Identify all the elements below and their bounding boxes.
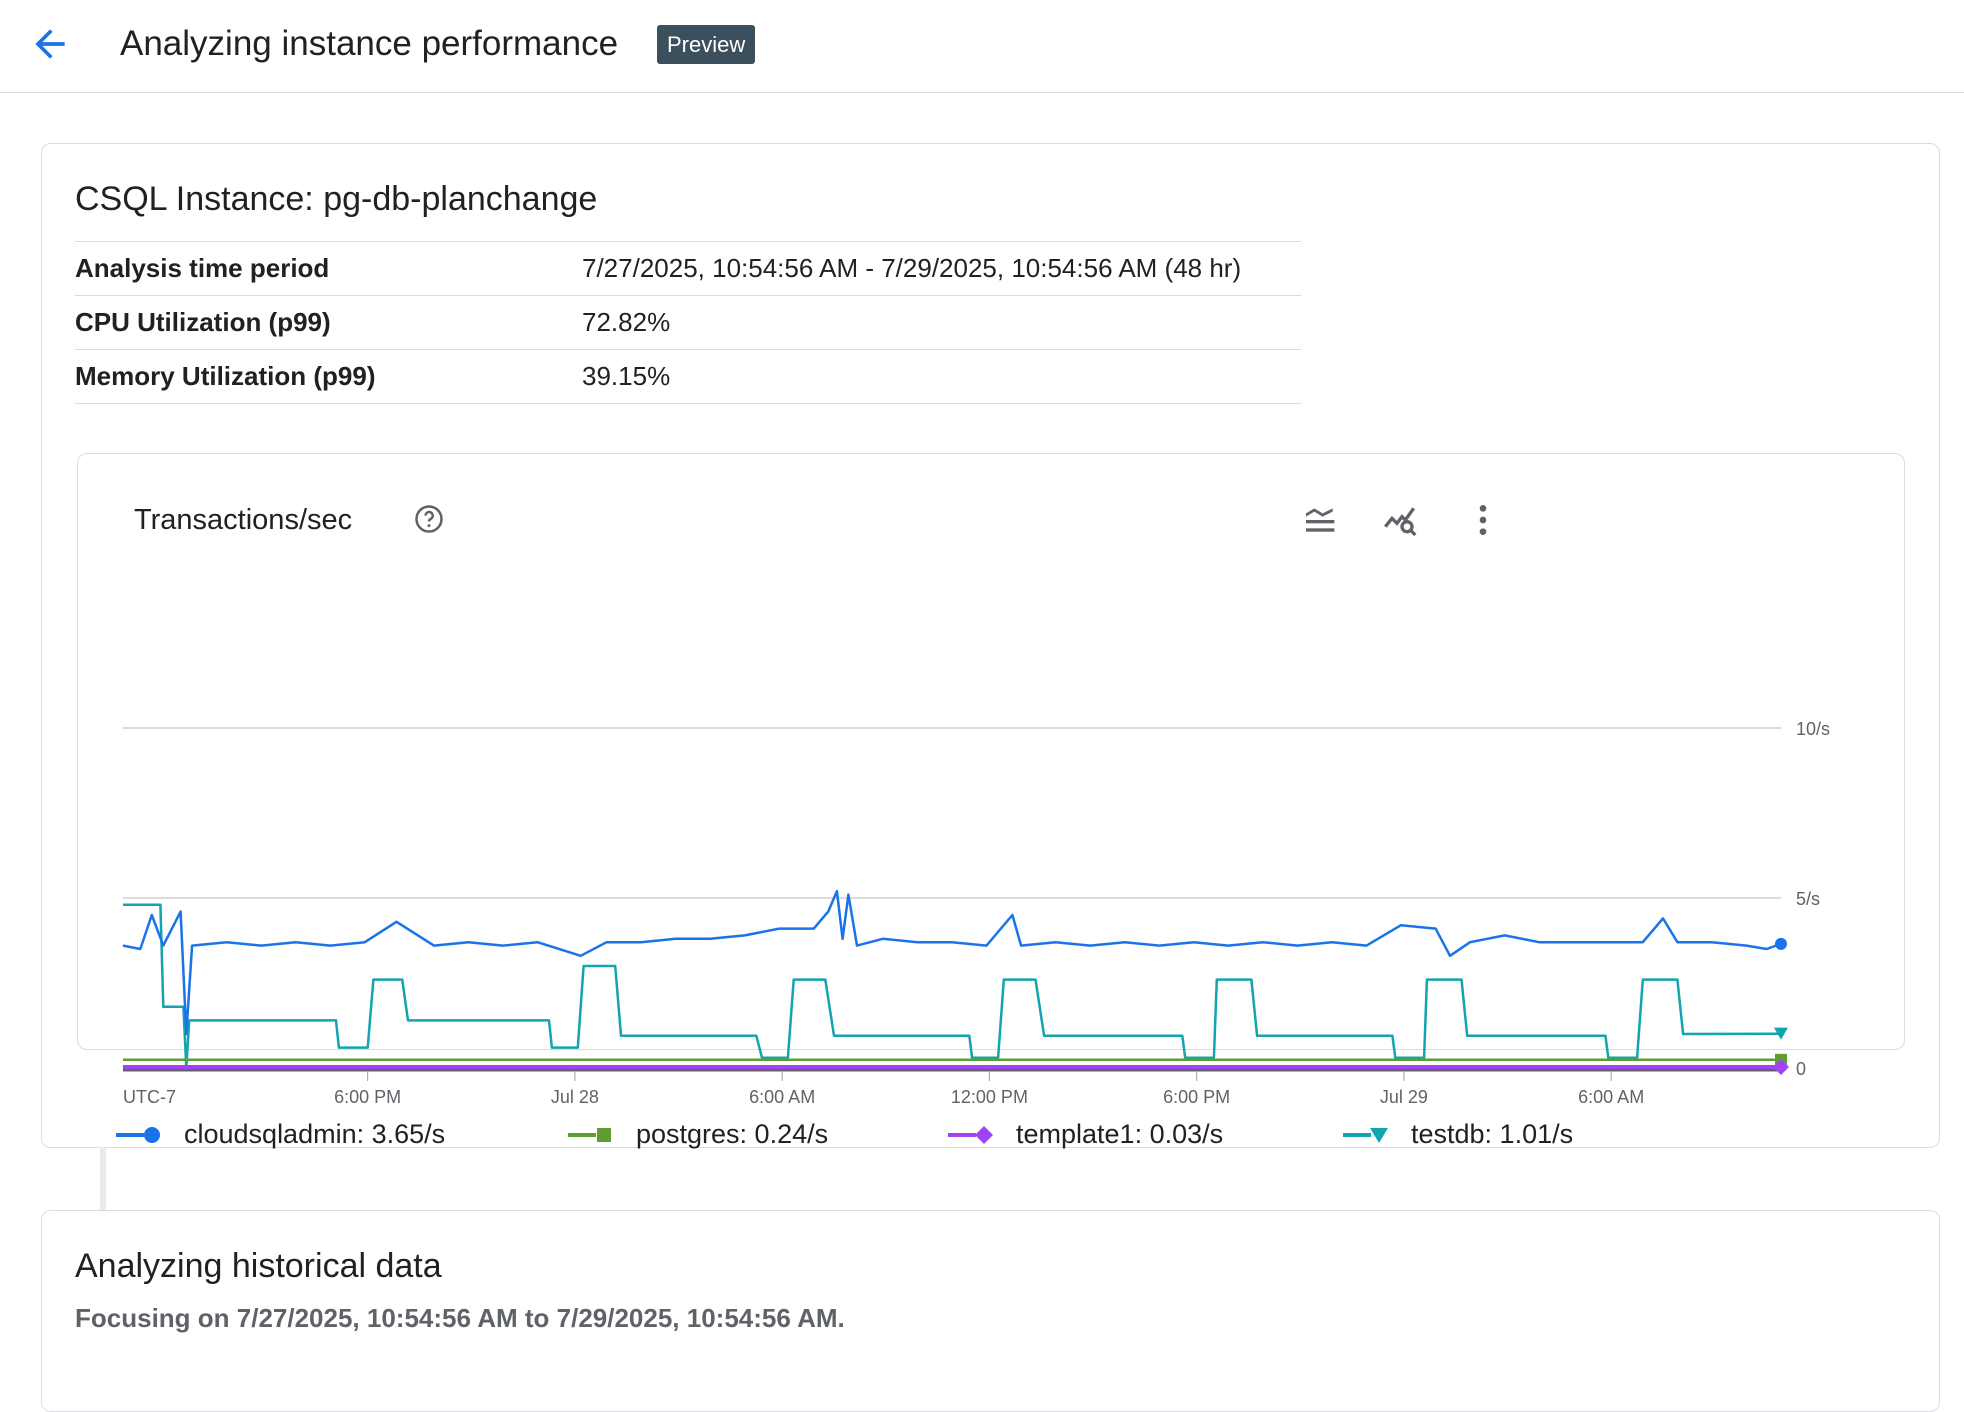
x-tick-label: Jul 29 bbox=[1380, 1087, 1428, 1107]
series-end-marker-template1 bbox=[1773, 1058, 1789, 1075]
row-value: 7/27/2025, 10:54:56 AM - 7/29/2025, 10:5… bbox=[582, 241, 1301, 296]
legend-triangle-icon bbox=[1343, 1127, 1388, 1143]
historical-card: Analyzing historical data Focusing on 7/… bbox=[41, 1210, 1940, 1412]
legend-item-cloudsqladmin[interactable]: cloudsqladmin: 3.65/s bbox=[116, 1119, 445, 1150]
x-tick-label: UTC-7 bbox=[123, 1087, 176, 1107]
legend-item-postgres[interactable]: postgres: 0.24/s bbox=[568, 1119, 828, 1150]
y-tick-label: 10/s bbox=[1796, 719, 1830, 739]
row-value: 72.82% bbox=[582, 295, 1301, 350]
x-tick-label: 6:00 PM bbox=[334, 1087, 401, 1107]
chart-title: Transactions/sec bbox=[134, 504, 353, 536]
table-row: Analysis time period 7/27/2025, 10:54:56 … bbox=[75, 241, 1301, 296]
row-value: 39.15% bbox=[582, 349, 1301, 404]
table-row: Memory Utilization (p99) 39.15% bbox=[75, 349, 1301, 404]
table-row: CPU Utilization (p99) 72.82% bbox=[75, 295, 1301, 350]
legend-circle-icon bbox=[116, 1126, 160, 1143]
legend-label: testdb: 1.01/s bbox=[1411, 1119, 1574, 1149]
step-connector bbox=[100, 1147, 106, 1210]
y-tick-label: 0 bbox=[1796, 1059, 1806, 1079]
row-label: Memory Utilization (p99) bbox=[75, 349, 582, 404]
series-line-cloudsqladmin bbox=[122, 889, 1782, 1036]
historical-subtitle: Focusing on 7/27/2025, 10:54:56 AM to 7/… bbox=[75, 1303, 845, 1333]
transactions-chart-card: Transactions/sec 10/s 5/s 0 UTC-7 6:00 PM Jul… bbox=[77, 453, 1905, 1149]
series-end-marker-cloudsqladmin bbox=[1775, 937, 1787, 950]
explore-chart-icon[interactable] bbox=[1382, 500, 1422, 540]
x-tick-label: 6:00 PM bbox=[1163, 1087, 1230, 1107]
more-vert-icon[interactable] bbox=[1463, 500, 1503, 540]
page-header: Analyzing instance performance Preview bbox=[0, 0, 1964, 93]
legend-label: cloudsqladmin: 3.65/s bbox=[184, 1119, 446, 1149]
legend-diamond-icon bbox=[948, 1125, 993, 1144]
instance-title: CSQL Instance: pg-db-planchange bbox=[75, 180, 598, 218]
arrow-back-icon[interactable] bbox=[28, 22, 72, 66]
instance-info-table: Analysis time period 7/27/2025, 10:54:56 … bbox=[75, 241, 1301, 404]
x-tick-label: Jul 28 bbox=[551, 1087, 599, 1107]
x-tick-label: 12:00 PM bbox=[951, 1087, 1028, 1107]
preview-badge: Preview bbox=[657, 25, 756, 64]
row-label: CPU Utilization (p99) bbox=[75, 295, 582, 350]
legend-item-testdb[interactable]: testdb: 1.01/s bbox=[1343, 1119, 1573, 1150]
x-tick-label: 6:00 AM bbox=[1578, 1087, 1644, 1107]
transactions-plot[interactable]: 10/s 5/s 0 UTC-7 6:00 PM Jul 28 6:00 AM 12:00 P… bbox=[78, 454, 1904, 1114]
legend-square-icon bbox=[568, 1127, 611, 1142]
page-title: Analyzing instance performance bbox=[120, 24, 619, 63]
legend-item-template1[interactable]: template1: 0.03/s bbox=[948, 1119, 1223, 1150]
instance-card: CSQL Instance: pg-db-planchange Analysis… bbox=[41, 143, 1940, 1149]
x-tick-label: 6:00 AM bbox=[749, 1087, 815, 1107]
help-icon[interactable] bbox=[414, 504, 444, 534]
legend-toggle-icon[interactable] bbox=[1301, 500, 1341, 540]
historical-title: Analyzing historical data bbox=[75, 1247, 442, 1285]
y-tick-label: 5/s bbox=[1796, 889, 1820, 909]
legend-label: postgres: 0.24/s bbox=[636, 1119, 829, 1149]
legend-label: template1: 0.03/s bbox=[1016, 1119, 1224, 1149]
series-line-testdb bbox=[123, 903, 1782, 1070]
row-label: Analysis time period bbox=[75, 241, 582, 296]
series-end-marker-testdb bbox=[1774, 1027, 1788, 1040]
